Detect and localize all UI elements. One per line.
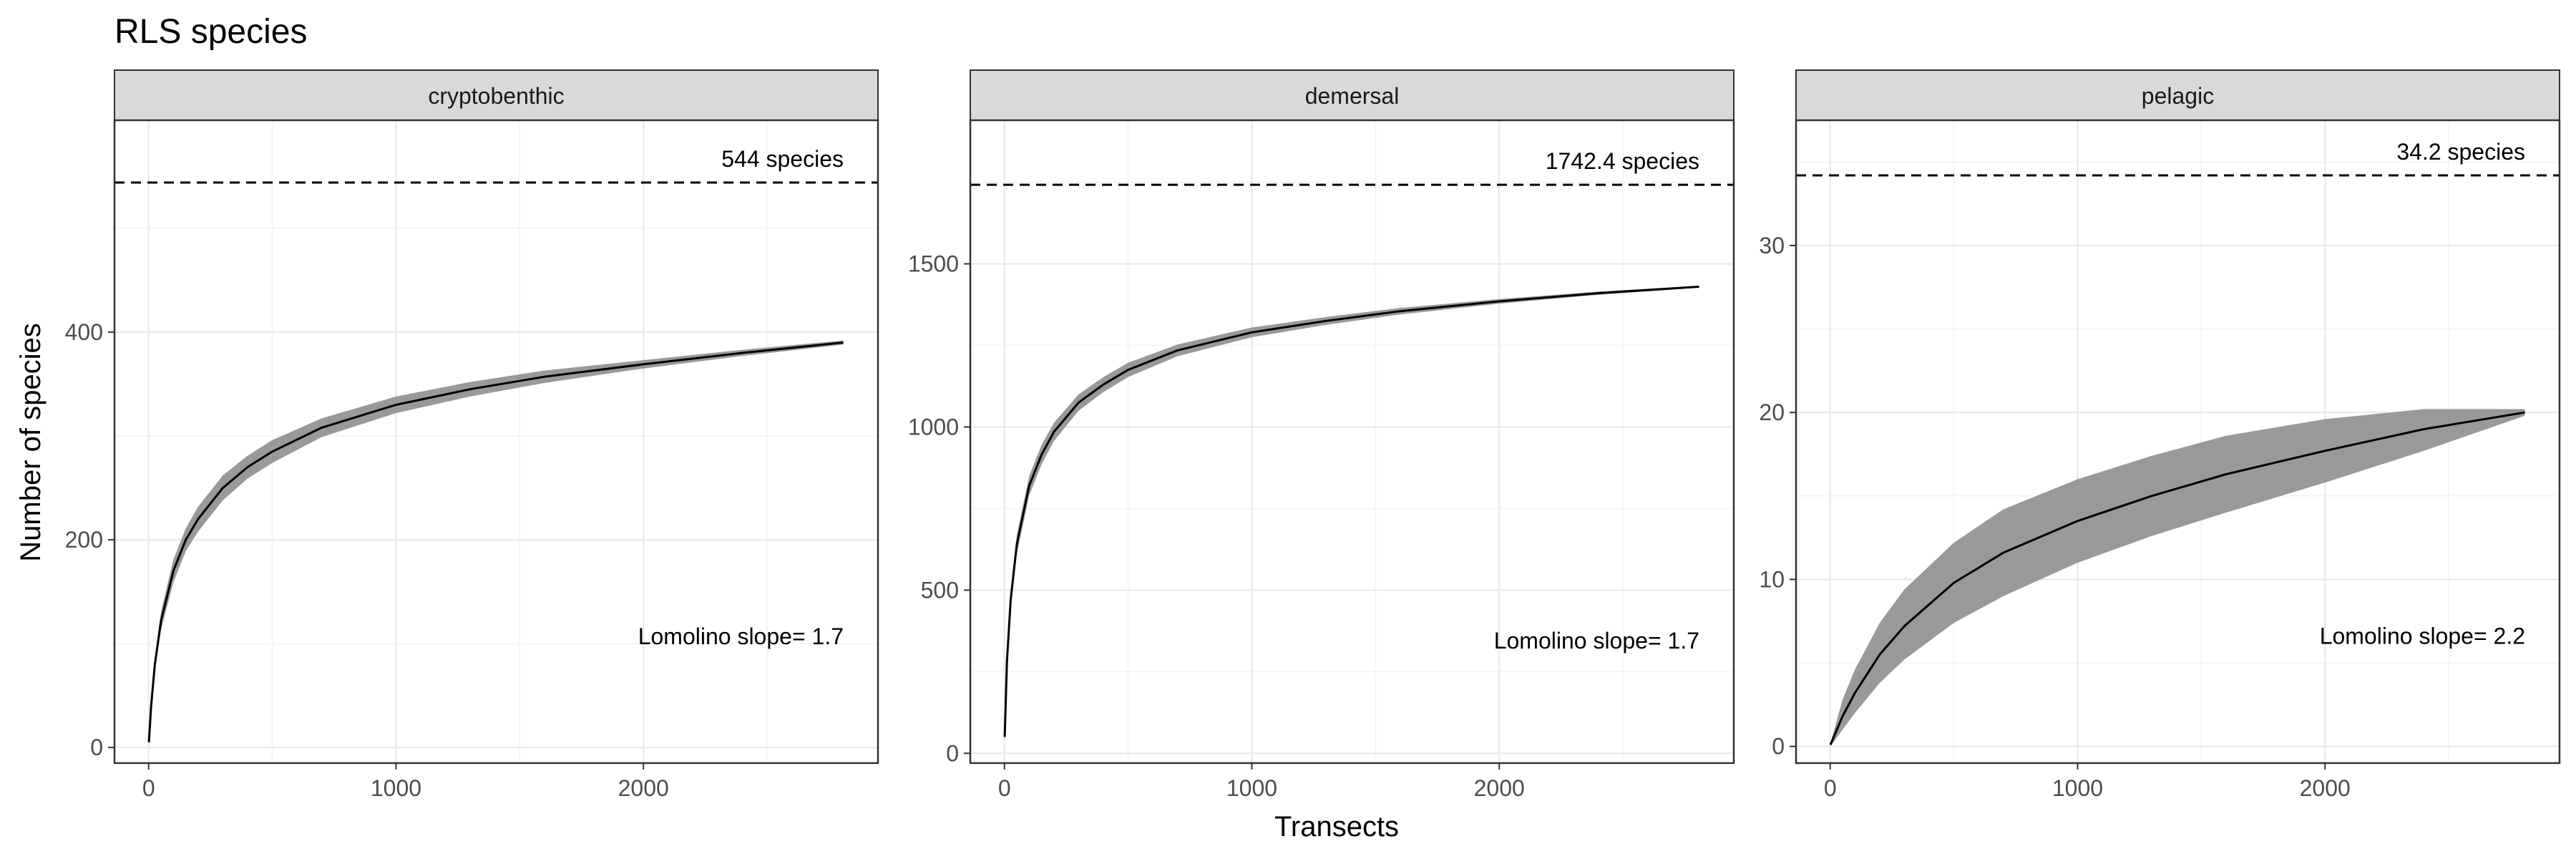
y-axis-title: Number of species xyxy=(15,323,47,561)
facet-strip-label: demersal xyxy=(1305,83,1400,109)
confidence-ribbon xyxy=(149,340,844,744)
facet-panel-pelagic: pelagic 34.2 species Lomolino slope= 2.2 0 1… xyxy=(1759,69,2561,801)
slope-label: Lomolino slope= 1.7 xyxy=(638,623,844,649)
x-tick-label: 0 xyxy=(998,775,1011,801)
x-tick-label: 1000 xyxy=(1226,775,1277,801)
x-tick-label: 1000 xyxy=(2052,775,2103,801)
x-tick-label: 0 xyxy=(142,775,155,801)
x-tick-label: 1000 xyxy=(371,775,421,801)
slope-label: Lomolino slope= 1.7 xyxy=(1494,628,1699,654)
slope-label: Lomolino slope= 2.2 xyxy=(2320,623,2525,649)
accumulation-curve xyxy=(147,341,844,743)
facets-layer: cryptobenthic 544 species Lomolino slope= … xyxy=(65,69,2561,801)
chart-title: RLS species xyxy=(114,13,307,51)
facet-strip xyxy=(114,69,879,121)
confidence-ribbon xyxy=(1830,409,2525,747)
y-tick-label: 0 xyxy=(90,734,103,760)
y-tick-label: 1500 xyxy=(908,251,959,277)
accumulation-curve xyxy=(1829,411,2525,745)
y-tick-label: 10 xyxy=(1759,566,1785,592)
y-tick-label: 400 xyxy=(65,319,103,345)
y-tick-label: 0 xyxy=(946,740,959,766)
y-tick-label: 20 xyxy=(1759,399,1785,425)
x-axis-title: Transects xyxy=(1274,811,1399,843)
asymptote-label: 34.2 species xyxy=(2396,139,2525,165)
facet-strip xyxy=(1795,69,2560,121)
x-tick-label: 2000 xyxy=(618,775,669,801)
panel-border xyxy=(969,119,1735,765)
facet-strip xyxy=(970,69,1735,121)
facet-strip-label: pelagic xyxy=(2142,83,2214,109)
facet-panel-cryptobenthic: cryptobenthic 544 species Lomolino slope= … xyxy=(65,69,879,801)
facet-strip-label: cryptobenthic xyxy=(428,83,564,109)
facet-panel-demersal: demersal 1742.4 species Lomolino slope= 1.… xyxy=(908,69,1735,801)
asymptote-label: 1742.4 species xyxy=(1546,148,1699,174)
x-tick-label: 0 xyxy=(1824,775,1837,801)
asymptote-label: 544 species xyxy=(721,146,844,172)
y-tick-label: 200 xyxy=(65,527,103,553)
y-tick-label: 1000 xyxy=(908,414,959,440)
y-tick-label: 500 xyxy=(921,577,959,603)
panel-border xyxy=(1795,119,2561,765)
y-tick-label: 30 xyxy=(1759,233,1785,258)
y-tick-label: 0 xyxy=(1772,734,1785,759)
x-tick-label: 2000 xyxy=(2300,775,2351,801)
x-tick-label: 2000 xyxy=(1474,775,1525,801)
accumulation-curve xyxy=(1003,286,1699,737)
panel-border xyxy=(113,119,879,765)
